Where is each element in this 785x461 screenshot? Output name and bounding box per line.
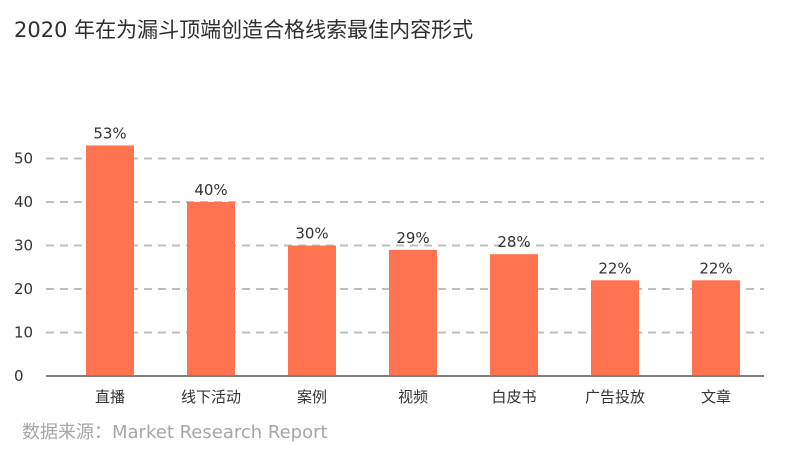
category-labels: 直播 线下活动 案例 视频 白皮书 广告投放 文章 — [95, 388, 731, 406]
y-tick-label: 40 — [14, 193, 33, 211]
bar — [86, 145, 134, 376]
bar — [187, 202, 235, 376]
bar — [490, 254, 538, 376]
grid-lines — [46, 157, 764, 334]
y-tick-label: 20 — [14, 280, 33, 298]
bar — [692, 280, 740, 376]
x-tick-label: 白皮书 — [491, 388, 536, 406]
bar — [389, 249, 437, 376]
x-tick-label: 文章 — [701, 388, 731, 406]
y-tick-label: 50 — [14, 150, 33, 168]
chart-title: 2020 年在为漏斗顶端创造合格线索最佳内容形式 — [14, 18, 474, 42]
y-axis-ticks: 0 10 20 30 40 50 — [14, 150, 33, 386]
data-label: 22% — [699, 259, 732, 277]
data-label: 22% — [598, 259, 631, 277]
data-label: 29% — [396, 229, 429, 247]
data-label: 53% — [93, 124, 126, 142]
y-tick-label: 30 — [14, 237, 33, 255]
x-tick-label: 广告投放 — [585, 388, 645, 406]
value-labels: 53% 40% 30% 29% 28% 22% 22% — [93, 124, 732, 277]
source-note: 数据来源：Market Research Report — [22, 422, 328, 443]
bar — [288, 245, 336, 376]
x-tick-label: 视频 — [398, 388, 428, 406]
data-label: 28% — [497, 233, 530, 251]
data-label: 40% — [194, 181, 227, 199]
x-tick-label: 直播 — [95, 388, 125, 406]
bars — [86, 145, 740, 376]
bar — [591, 280, 639, 376]
y-tick-label: 10 — [14, 324, 33, 342]
x-tick-label: 案例 — [297, 388, 327, 406]
data-label: 30% — [295, 225, 328, 243]
x-tick-label: 线下活动 — [181, 388, 241, 406]
y-tick-label: 0 — [14, 367, 24, 385]
